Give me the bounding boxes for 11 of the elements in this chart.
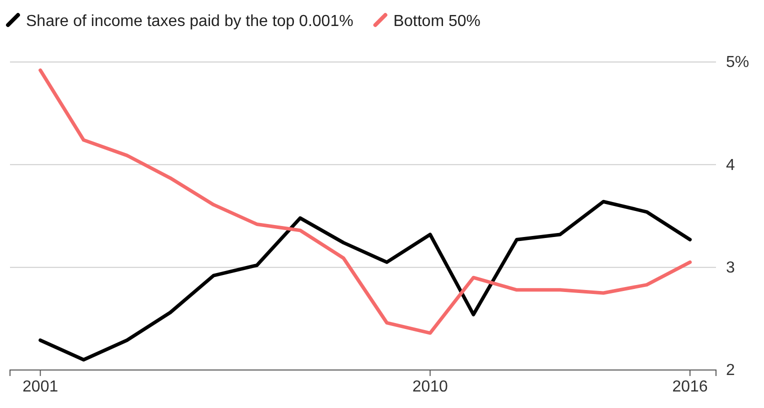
legend-label: Share of income taxes paid by the top 0.001% [26,13,354,30]
x-tick-label: 2016 [672,378,708,396]
line-series [38,200,692,362]
x-tick-label: 2010 [412,378,448,396]
y-tick-label: 2 [726,362,735,380]
y-tick-label: 3 [726,259,735,276]
legend-label: Bottom 50% [393,13,480,30]
x-tick-label: 2001 [22,378,58,396]
y-tick-label: 4 [726,156,735,174]
line-series [38,68,692,335]
y-tick-label: 5% [726,54,750,72]
